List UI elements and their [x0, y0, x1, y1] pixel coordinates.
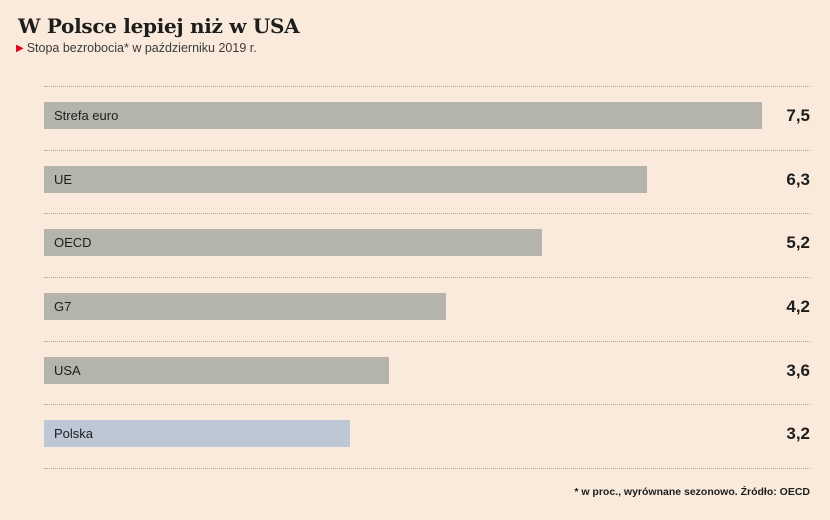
bar-value-label: 6,3 — [786, 169, 810, 189]
bar-value-label: 3,2 — [786, 424, 810, 444]
chart-header: W Polsce lepiej niż w USA ▶ Stopa bezrob… — [16, 14, 300, 56]
bar-chart: Strefa euro 7,5 UE 6,3 OECD 5,2 G7 4,2 USA 3,6 Pol… — [44, 86, 810, 470]
bar-g7: G7 — [44, 293, 447, 321]
chart-row: OECD 5,2 — [44, 213, 810, 277]
chart-row: UE 6,3 — [44, 149, 810, 214]
chart-title: W Polsce lepiej niż w USA — [18, 14, 300, 38]
bar-value-label: 5,2 — [786, 233, 810, 253]
bar-category-label: Polska — [54, 426, 94, 442]
bar-usa: USA — [44, 356, 389, 384]
bar-value-label: 4,2 — [786, 297, 810, 317]
bar-category-label: G7 — [54, 299, 72, 315]
bar-category-label: UE — [54, 171, 73, 187]
chart-subtitle-text: Stopa bezrobocia* w październiku 2019 r. — [26, 41, 257, 55]
bar-strefa-euro: Strefa euro — [44, 102, 763, 129]
chart-subtitle: ▶ Stopa bezrobocia* w październiku 2019 … — [16, 41, 299, 56]
bar-polska: Polska — [44, 420, 351, 448]
bar-value-label: 7,5 — [786, 106, 810, 125]
bar-ue: UE — [44, 165, 648, 193]
bar-value-label: 3,6 — [786, 360, 810, 380]
chart-row: USA 3,6 — [44, 340, 810, 405]
source-note: * w proc., wyrównane sezonowo. Źródło: O… — [574, 486, 810, 498]
bar-category-label: USA — [54, 362, 81, 378]
red-triangle-icon: ▶ — [16, 43, 24, 55]
bar-category-label: Strefa euro — [54, 108, 119, 123]
chart-row: Strefa euro 7,5 — [44, 86, 810, 150]
chart-row: G7 4,2 — [44, 277, 810, 341]
bar-oecd: OECD — [44, 229, 542, 257]
bar-category-label: OECD — [54, 235, 92, 251]
chart-row: Polska 3,2 — [44, 404, 810, 468]
